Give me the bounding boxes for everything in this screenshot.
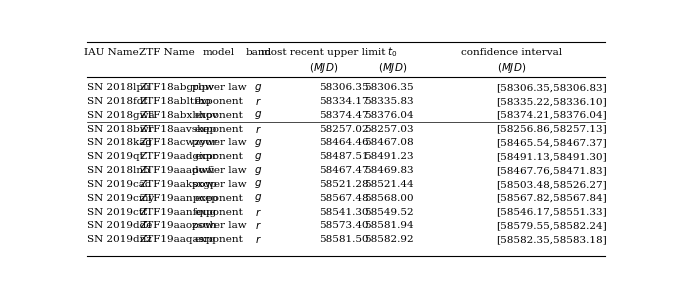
Text: [58306.35,58306.83]: [58306.35,58306.83] — [495, 83, 606, 92]
Text: exponent: exponent — [194, 152, 244, 161]
Text: [58465.54,58467.37]: [58465.54,58467.37] — [495, 138, 606, 147]
Text: 58521.44: 58521.44 — [364, 180, 414, 189]
Text: $r$: $r$ — [255, 207, 262, 217]
Text: 58581.94: 58581.94 — [364, 221, 414, 230]
Text: exponent: exponent — [194, 207, 244, 217]
Text: 58521.28: 58521.28 — [319, 180, 369, 189]
Text: $g$: $g$ — [254, 192, 263, 204]
Text: ZTF18abxbhov: ZTF18abxbhov — [139, 111, 218, 120]
Text: 58306.35: 58306.35 — [364, 83, 414, 92]
Text: ZTF Name: ZTF Name — [139, 48, 194, 57]
Text: 58306.35: 58306.35 — [319, 83, 369, 92]
Text: power law: power law — [192, 138, 246, 147]
Text: band: band — [245, 48, 271, 57]
Text: 58568.00: 58568.00 — [364, 194, 414, 203]
Text: [58546.17,58551.33]: [58546.17,58551.33] — [495, 207, 606, 217]
Text: 58467.08: 58467.08 — [364, 138, 414, 147]
Text: [58491.13,58491.30]: [58491.13,58491.30] — [495, 152, 606, 161]
Text: SN 2018fdt: SN 2018fdt — [87, 97, 148, 106]
Text: exponent: exponent — [194, 111, 244, 120]
Text: $g$: $g$ — [254, 178, 263, 190]
Text: exponent: exponent — [194, 235, 244, 244]
Text: ZTF18abltfho: ZTF18abltfho — [139, 97, 211, 106]
Text: power law: power law — [192, 166, 246, 175]
Text: ZTF19aanfqug: ZTF19aanfqug — [139, 207, 217, 217]
Text: [58335.22,58336.10]: [58335.22,58336.10] — [495, 97, 606, 106]
Text: 58541.30: 58541.30 — [319, 207, 369, 217]
Text: power law: power law — [192, 180, 246, 189]
Text: 58374.47: 58374.47 — [319, 111, 369, 120]
Text: $g$: $g$ — [254, 81, 263, 93]
Text: ZTF19aaozsuh: ZTF19aaozsuh — [139, 221, 217, 230]
Text: 58257.02: 58257.02 — [319, 125, 369, 134]
Text: 58573.40: 58573.40 — [319, 221, 369, 230]
Text: exponent: exponent — [194, 125, 244, 134]
Text: [58503.48,58526.27]: [58503.48,58526.27] — [495, 180, 606, 189]
Text: 58335.83: 58335.83 — [364, 97, 414, 106]
Text: 58549.52: 58549.52 — [364, 207, 414, 217]
Text: SN 2018lpu: SN 2018lpu — [87, 83, 150, 92]
Text: exponent: exponent — [194, 97, 244, 106]
Text: $g$: $g$ — [254, 151, 263, 163]
Text: 58567.48: 58567.48 — [319, 194, 369, 203]
Text: 58334.17: 58334.17 — [319, 97, 369, 106]
Text: $g$: $g$ — [254, 137, 263, 149]
Text: ZTF18abgrlpv: ZTF18abgrlpv — [139, 83, 215, 92]
Text: 58467.47: 58467.47 — [319, 166, 369, 175]
Text: ZTF19aadgimr: ZTF19aadgimr — [139, 152, 217, 161]
Text: exponent: exponent — [194, 194, 244, 203]
Text: 58464.46: 58464.46 — [319, 138, 369, 147]
Text: power law: power law — [192, 83, 246, 92]
Text: SN 2019dnz: SN 2019dnz — [87, 235, 152, 244]
Text: SN 2019cac: SN 2019cac — [87, 180, 151, 189]
Text: 58257.03: 58257.03 — [364, 125, 414, 134]
Text: ZTF19aaksxgp: ZTF19aaksxgp — [139, 180, 217, 189]
Text: SN 2019cmy: SN 2019cmy — [87, 194, 155, 203]
Text: $r$: $r$ — [255, 96, 262, 107]
Text: [58467.76,58471.83]: [58467.76,58471.83] — [495, 166, 606, 175]
Text: SN 2018kag: SN 2018kag — [87, 138, 152, 147]
Text: $r$: $r$ — [255, 220, 262, 231]
Text: SN 2018gwa: SN 2018gwa — [87, 111, 155, 120]
Text: [58567.82,58567.84]: [58567.82,58567.84] — [495, 194, 606, 203]
Text: 58582.92: 58582.92 — [364, 235, 414, 244]
Text: $g$: $g$ — [254, 165, 263, 176]
Text: SN 2018bwr: SN 2018bwr — [87, 125, 154, 134]
Text: confidence interval: confidence interval — [461, 48, 562, 57]
Text: $(MJD)$: $(MJD)$ — [308, 61, 338, 74]
Text: $g$: $g$ — [254, 109, 263, 121]
Text: IAU Name: IAU Name — [84, 48, 139, 57]
Text: ZTF18acwzyor: ZTF18acwzyor — [139, 138, 217, 147]
Text: [58579.55,58582.24]: [58579.55,58582.24] — [495, 221, 606, 230]
Text: SN 2019qt: SN 2019qt — [87, 152, 144, 161]
Text: 58469.83: 58469.83 — [364, 166, 414, 175]
Text: $(MJD)$: $(MJD)$ — [497, 61, 526, 74]
Text: [58256.86,58257.13]: [58256.86,58257.13] — [495, 125, 606, 134]
Text: ZTF18aavskep: ZTF18aavskep — [139, 125, 217, 134]
Text: $r$: $r$ — [255, 124, 262, 134]
Text: $(MJD)$: $(MJD)$ — [378, 61, 407, 74]
Text: [58582.35,58583.18]: [58582.35,58583.18] — [495, 235, 606, 244]
Text: ZTF19aaadwfi: ZTF19aaadwfi — [139, 166, 215, 175]
Text: 58376.04: 58376.04 — [364, 111, 414, 120]
Text: 58491.23: 58491.23 — [364, 152, 414, 161]
Text: most recent upper limit: most recent upper limit — [261, 48, 385, 57]
Text: SN 2019ctt: SN 2019ctt — [87, 207, 147, 217]
Text: ZTF19aanpcep: ZTF19aanpcep — [139, 194, 218, 203]
Text: power law: power law — [192, 221, 246, 230]
Text: 58581.50: 58581.50 — [319, 235, 369, 244]
Text: $t_0$: $t_0$ — [387, 45, 398, 59]
Text: model: model — [203, 48, 235, 57]
Text: $r$: $r$ — [255, 234, 262, 245]
Text: SN 2018lnb: SN 2018lnb — [87, 166, 150, 175]
Text: ZTF19aaqasrq: ZTF19aaqasrq — [139, 235, 216, 244]
Text: SN 2019dde: SN 2019dde — [87, 221, 153, 230]
Text: 58487.51: 58487.51 — [319, 152, 369, 161]
Text: [58374.21,58376.04]: [58374.21,58376.04] — [495, 111, 606, 120]
